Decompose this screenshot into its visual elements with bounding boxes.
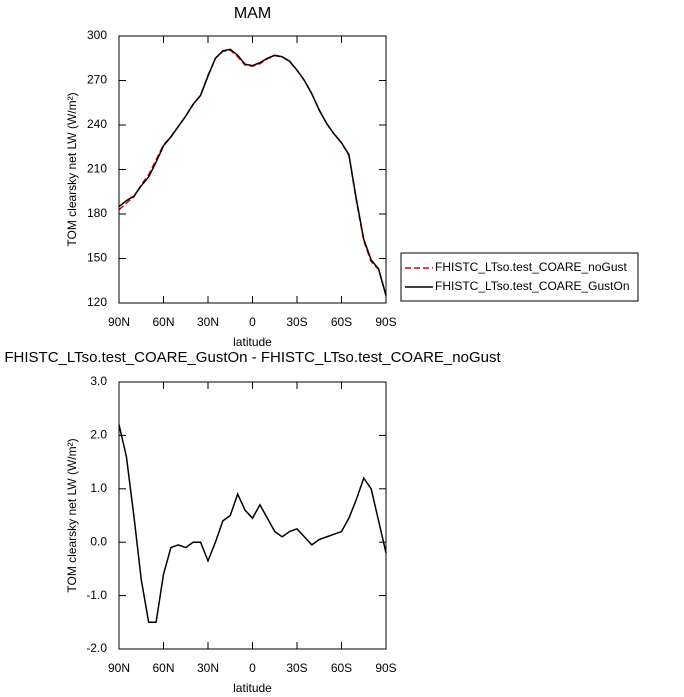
x-tick-label: 60N bbox=[152, 661, 174, 675]
x-tick-label: 60S bbox=[331, 315, 352, 329]
x-tick-label: 30N bbox=[197, 661, 219, 675]
x-tick-label: 90N bbox=[108, 661, 130, 675]
y-tick-label: 300 bbox=[87, 28, 107, 42]
x-tick-label: 90N bbox=[108, 315, 130, 329]
y-tick-label: 150 bbox=[87, 251, 107, 265]
y-tick-label: 210 bbox=[87, 162, 107, 176]
y-tick-label: 3.0 bbox=[90, 374, 107, 388]
x-tick-label: 30S bbox=[286, 661, 307, 675]
plot-frame bbox=[118, 35, 387, 304]
legend-box bbox=[400, 252, 639, 302]
y-tick-label: 240 bbox=[87, 117, 107, 131]
x-tick-label: 90S bbox=[375, 661, 396, 675]
x-axis-label: latitude bbox=[233, 681, 272, 695]
y-tick-label: 270 bbox=[87, 73, 107, 87]
legend-label: FHISTC_LTso.test_COARE_noGust bbox=[435, 260, 628, 274]
y-tick-label: -1.0 bbox=[86, 588, 107, 602]
chart-title: FHISTC_LTso.test_COARE_GustOn - FHISTC_L… bbox=[4, 349, 501, 366]
plot-frame bbox=[118, 381, 387, 650]
data-line bbox=[118, 48, 387, 296]
data-line bbox=[118, 424, 387, 624]
y-tick-label: 120 bbox=[87, 295, 107, 309]
y-axis-label: TOM clearsky net LW (W/m²) bbox=[65, 92, 79, 246]
x-tick-label: 60N bbox=[152, 315, 174, 329]
x-tick-label: 60S bbox=[331, 661, 352, 675]
x-tick-label: 30S bbox=[286, 315, 307, 329]
x-tick-label: 0 bbox=[249, 661, 256, 675]
data-line bbox=[118, 49, 387, 296]
x-tick-label: 0 bbox=[249, 315, 256, 329]
y-tick-label: 180 bbox=[87, 206, 107, 220]
legend-label: FHISTC_LTso.test_COARE_GustOn bbox=[435, 279, 630, 293]
x-tick-label: 30N bbox=[197, 315, 219, 329]
chart-title: MAM bbox=[234, 5, 271, 22]
x-axis-label: latitude bbox=[233, 335, 272, 349]
y-tick-label: 1.0 bbox=[90, 481, 107, 495]
y-tick-label: 0.0 bbox=[90, 534, 107, 548]
y-tick-label: -2.0 bbox=[86, 641, 107, 655]
x-tick-label: 90S bbox=[375, 315, 396, 329]
y-axis-label: TOM clearsky net LW (W/m²) bbox=[65, 438, 79, 592]
y-tick-label: 2.0 bbox=[90, 428, 107, 442]
